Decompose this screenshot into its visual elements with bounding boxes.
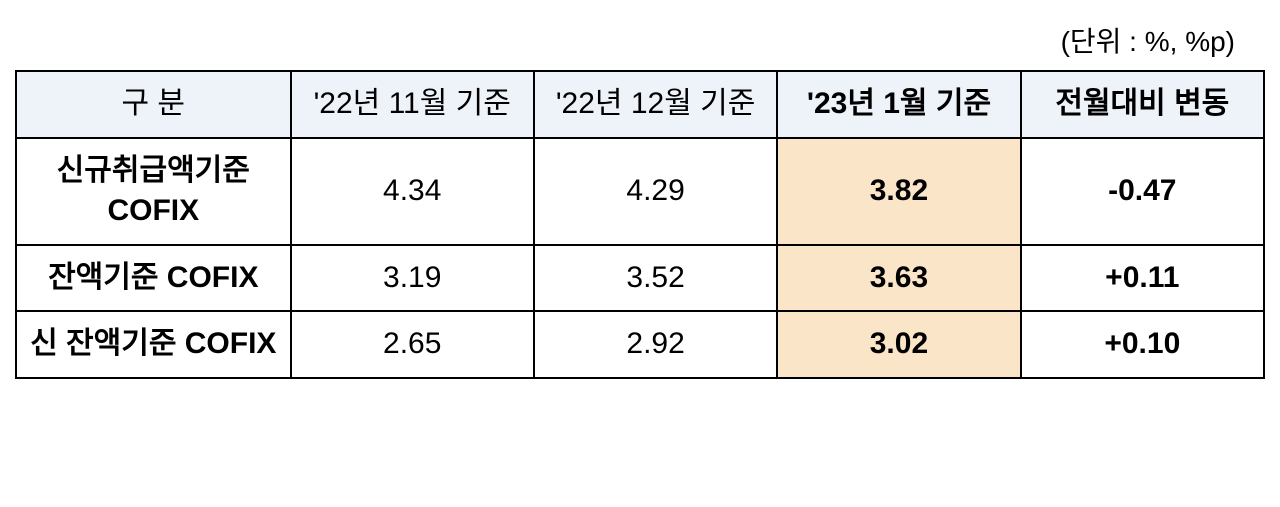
unit-label: (단위 : %, %p): [15, 20, 1265, 60]
header-category: 구 분: [16, 71, 291, 138]
cofix-table: 구 분 '22년 11월 기준 '22년 12월 기준 '23년 1월 기준 전…: [15, 70, 1265, 379]
cell-jan23: 3.63: [777, 245, 1020, 312]
cell-dec22: 2.92: [534, 311, 777, 378]
row-label: 신규취급액기준 COFIX: [16, 138, 291, 245]
cell-change: +0.11: [1021, 245, 1264, 312]
table-row: 잔액기준 COFIX 3.19 3.52 3.63 +0.11: [16, 245, 1264, 312]
cell-jan23: 3.82: [777, 138, 1020, 245]
header-nov22: '22년 11월 기준: [291, 71, 534, 138]
cell-nov22: 4.34: [291, 138, 534, 245]
cell-nov22: 2.65: [291, 311, 534, 378]
row-label: 신 잔액기준 COFIX: [16, 311, 291, 378]
header-change: 전월대비 변동: [1021, 71, 1264, 138]
table-row: 신규취급액기준 COFIX 4.34 4.29 3.82 -0.47: [16, 138, 1264, 245]
cell-jan23: 3.02: [777, 311, 1020, 378]
header-dec22: '22년 12월 기준: [534, 71, 777, 138]
table-header-row: 구 분 '22년 11월 기준 '22년 12월 기준 '23년 1월 기준 전…: [16, 71, 1264, 138]
cell-nov22: 3.19: [291, 245, 534, 312]
cell-change: +0.10: [1021, 311, 1264, 378]
cell-change: -0.47: [1021, 138, 1264, 245]
row-label: 잔액기준 COFIX: [16, 245, 291, 312]
header-jan23: '23년 1월 기준: [777, 71, 1020, 138]
table-row: 신 잔액기준 COFIX 2.65 2.92 3.02 +0.10: [16, 311, 1264, 378]
cell-dec22: 3.52: [534, 245, 777, 312]
cell-dec22: 4.29: [534, 138, 777, 245]
